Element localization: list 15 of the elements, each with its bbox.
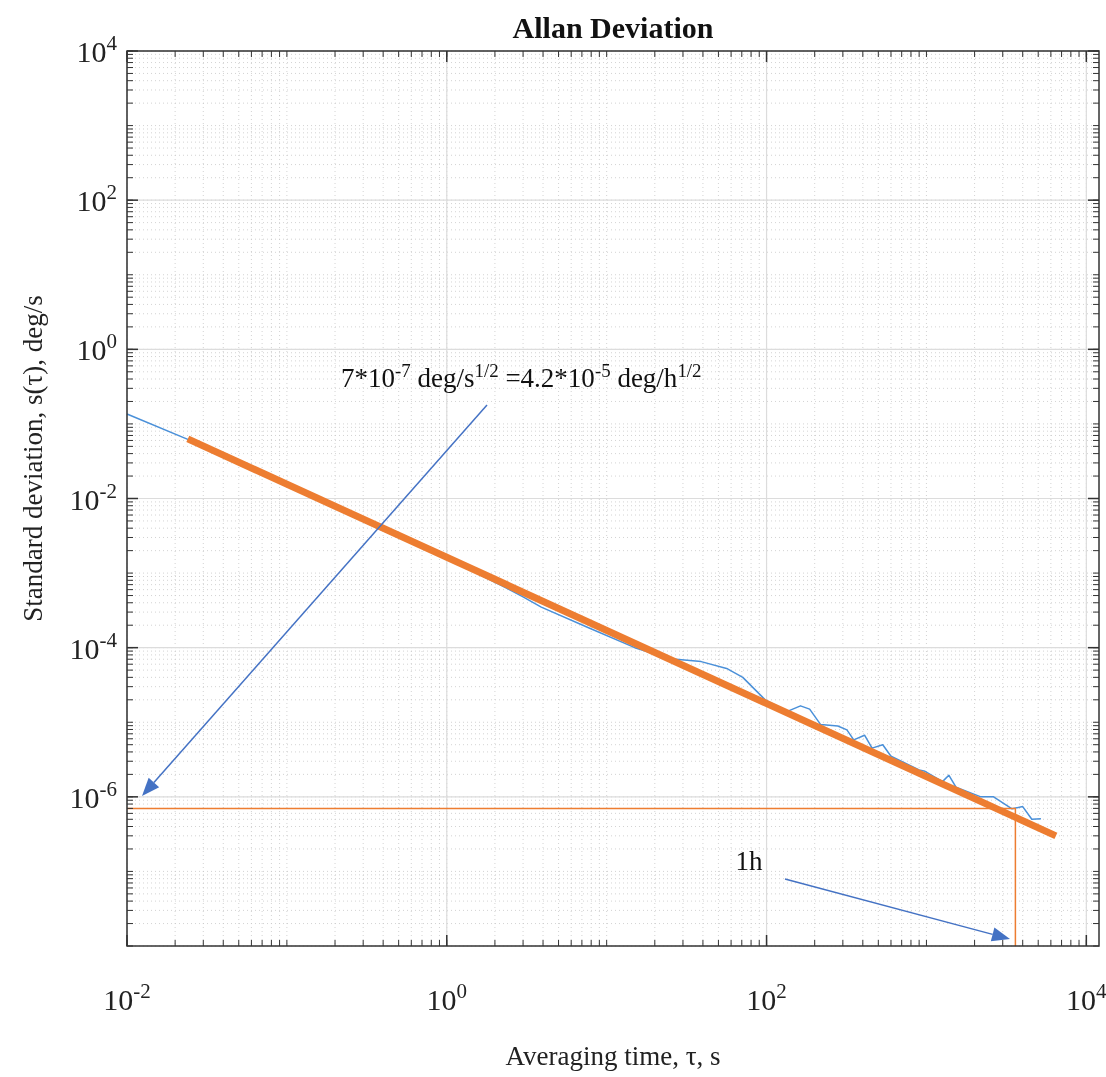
y-tick-label: 10$^{-4}$	[69, 627, 118, 665]
annotation: 7*10$^{-7}$ deg/s$^{1/2}$ =4.2*10$^{-5}$ deg/h$^{1/2}$	[341, 359, 702, 393]
y-tick-label: 10$^{2}$	[76, 180, 117, 218]
x-tick-label: 10$^{-2}$	[103, 979, 151, 1016]
y-tick-label: 10$^{0}$	[76, 329, 117, 367]
x-axis-title: Averaging time, τ, s	[505, 1041, 721, 1071]
y-tick-label: 10$^{-2}$	[69, 478, 117, 516]
x-tick-label: 10$^{0}$	[426, 979, 468, 1016]
y-axis-title: Standard deviation, s(τ), deg/s	[18, 295, 48, 622]
y-tick-label: 10$^{4}$	[76, 31, 118, 68]
x-tick-label: 10$^{2}$	[746, 979, 787, 1016]
annotation: 1h	[735, 846, 763, 876]
chart-title: Allan Deviation	[512, 11, 714, 44]
y-tick-label: 10$^{-6}$	[69, 776, 117, 814]
x-tick-label: 10$^{4}$	[1066, 979, 1106, 1016]
